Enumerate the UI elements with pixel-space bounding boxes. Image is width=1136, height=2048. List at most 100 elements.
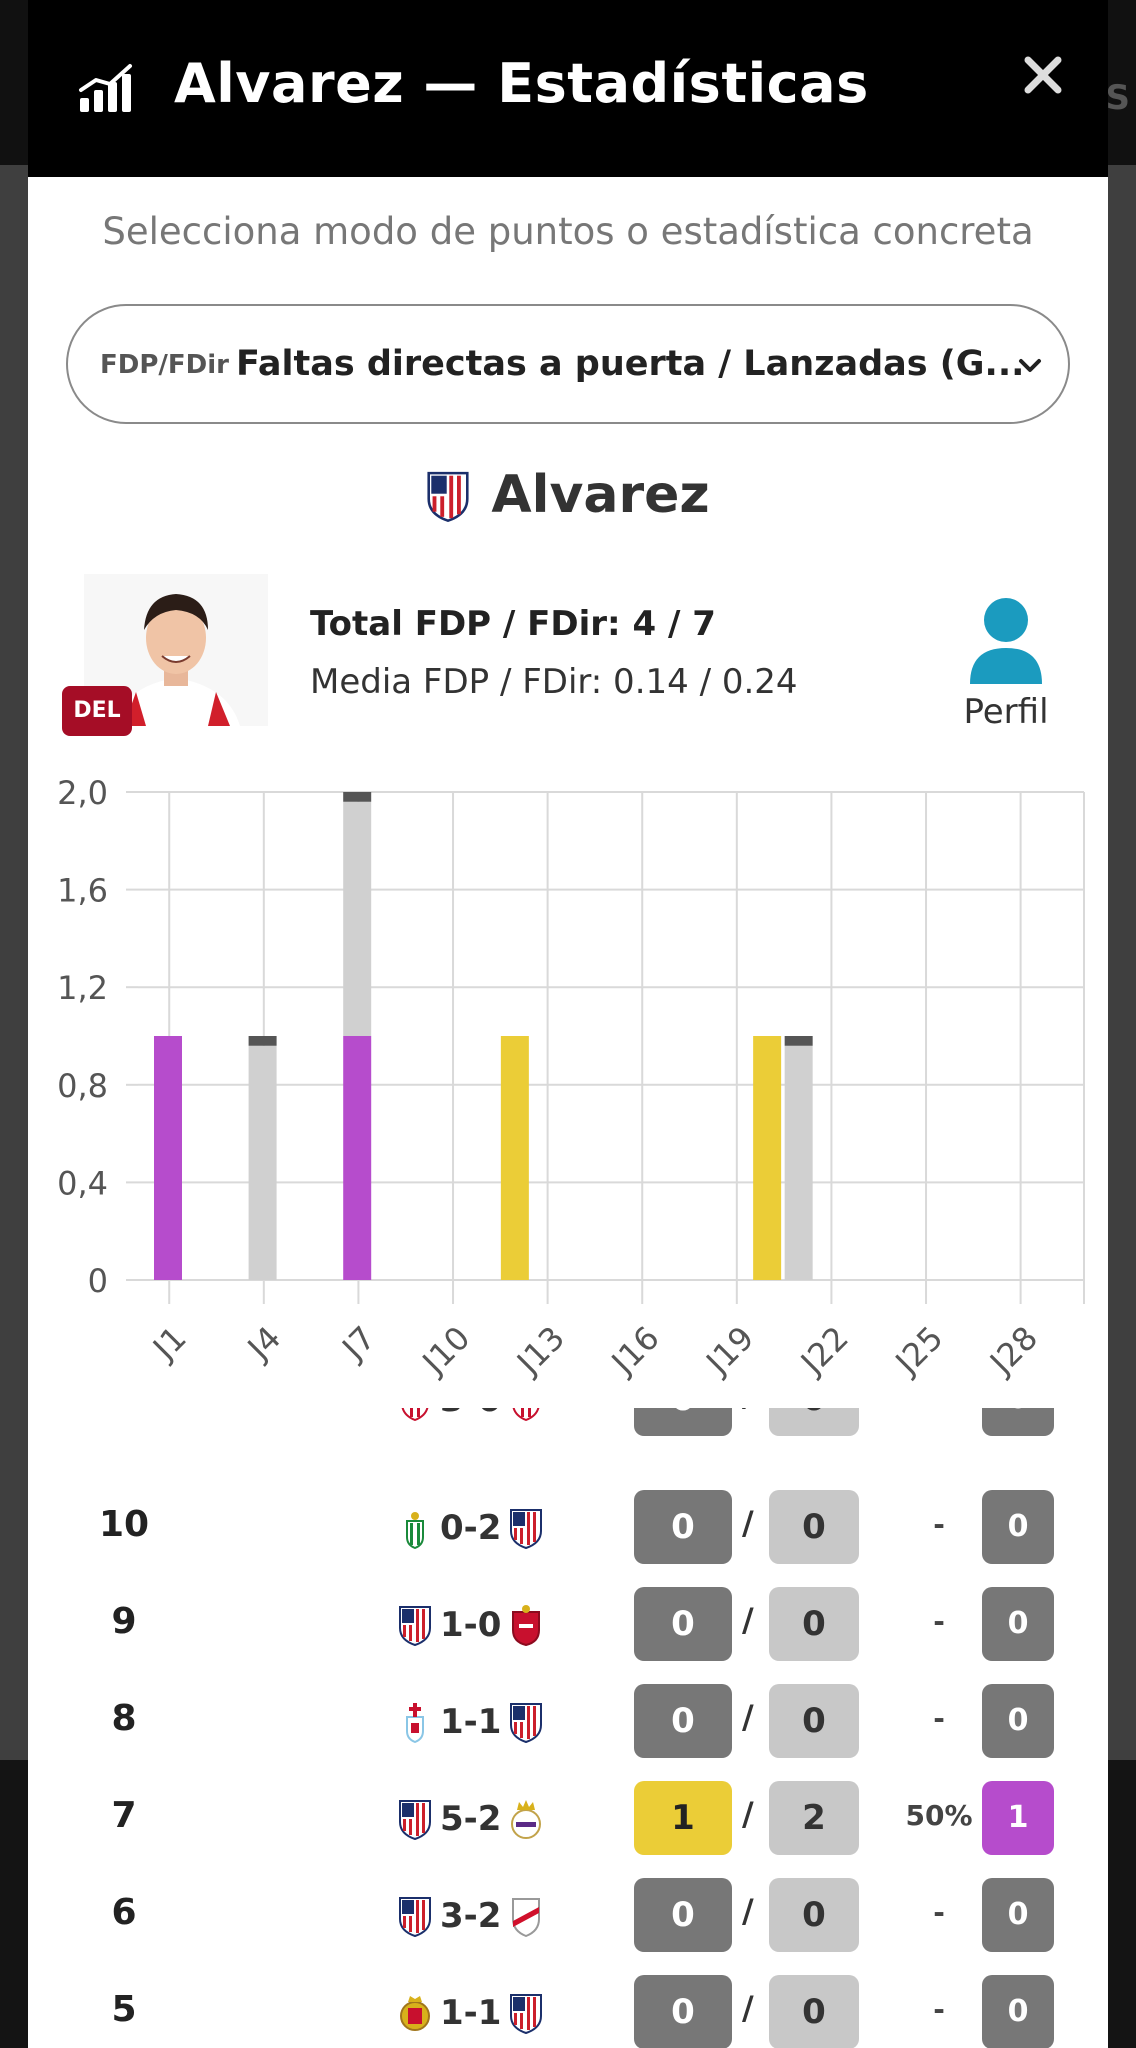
table-row[interactable]: 8 1-1 0 / 0 - 0 bbox=[28, 1674, 1108, 1770]
match-score: 1-1 bbox=[440, 1993, 502, 2033]
rojo-crest-icon bbox=[513, 1408, 540, 1421]
x-tick-label: J1 bbox=[144, 1319, 193, 1368]
y-tick-label: 1,2 bbox=[57, 969, 108, 1007]
match-result[interactable]: 1-0 bbox=[398, 1593, 543, 1657]
table-row[interactable]: 10 0-2 0 / 0 - 0 bbox=[28, 1480, 1108, 1576]
percentage: - bbox=[933, 1896, 945, 1929]
points-value: 0 bbox=[982, 1878, 1054, 1952]
match-score: 1-1 bbox=[440, 1702, 502, 1742]
rojo-crest-icon bbox=[401, 1408, 429, 1421]
points-value: 1 bbox=[982, 1781, 1054, 1855]
chart-bar-j4 bbox=[248, 1036, 277, 1046]
match-score: 5-2 bbox=[440, 1799, 502, 1839]
separator: / bbox=[742, 1989, 754, 2027]
match-result[interactable]: 5-2 bbox=[398, 1787, 543, 1851]
jornada-number: 5 bbox=[111, 1989, 137, 2030]
atleti-crest-icon bbox=[510, 1994, 543, 2034]
total-stat: Total FDP / FDir: 4 / 7 bbox=[310, 604, 716, 644]
fdp-value: 1 bbox=[634, 1781, 732, 1855]
fdir-value: 0 bbox=[769, 1587, 859, 1661]
fdir-value: 0 bbox=[769, 1975, 859, 2048]
atleti-crest-icon bbox=[510, 1703, 543, 1743]
player-heading: Alvarez bbox=[28, 465, 1108, 525]
table-row[interactable]: 5 1-1 0 / 0 - 0 bbox=[28, 1965, 1108, 2048]
madrid-crest-icon bbox=[511, 1800, 542, 1839]
percentage: - bbox=[933, 1702, 945, 1735]
x-tick-label: J10 bbox=[414, 1319, 478, 1383]
match-table: 1 1 3-0 0 / 0 - 0 10 0-2 0 / 0 - 0 9 bbox=[28, 1408, 1108, 2048]
jornada-number: 8 bbox=[111, 1698, 137, 1739]
separator: / bbox=[742, 1892, 754, 1930]
fdir-value: 0 bbox=[769, 1408, 859, 1436]
chart-bar-j7 bbox=[343, 1036, 372, 1280]
y-tick-label: 1,6 bbox=[57, 872, 108, 910]
mallorca-crest-icon bbox=[400, 1996, 430, 2031]
chart-bar-j12 bbox=[500, 1036, 529, 1280]
stats-chart: 2,0 1,6 1,2 0,8 0,4 0 J1 J4 J7 J10 J13 J16 J19 J22 J25… bbox=[57, 774, 1085, 1383]
x-tick-label: J28 bbox=[981, 1319, 1045, 1383]
fdir-value: 0 bbox=[769, 1684, 859, 1758]
percentage: - bbox=[933, 1605, 945, 1638]
points-value: 0 bbox=[982, 1975, 1054, 2048]
jornada-number: 7 bbox=[111, 1795, 137, 1836]
fdp-value: 0 bbox=[634, 1684, 732, 1758]
chart-bar-j4 bbox=[248, 1045, 277, 1280]
osasuna-crest-icon bbox=[512, 1605, 541, 1646]
fdp-value: 0 bbox=[634, 1975, 732, 2048]
chart-bar-j21 bbox=[784, 1036, 813, 1046]
x-tick-label: J13 bbox=[508, 1319, 572, 1383]
stat-mode-select[interactable]: FDP/FDir Faltas directas a puerta / Lanz… bbox=[66, 304, 1070, 424]
percentage: - bbox=[884, 1408, 994, 1413]
points-value: 0 bbox=[982, 1684, 1054, 1758]
atleti-crest-icon bbox=[510, 1509, 543, 1549]
chart-bar-j1 bbox=[154, 1036, 182, 1280]
jornada-number: 9 bbox=[111, 1601, 137, 1642]
fdir-value: 0 bbox=[769, 1878, 859, 1952]
table-row[interactable]: 6 3-2 0 / 0 - 0 bbox=[28, 1868, 1108, 1964]
x-tick-label: J19 bbox=[698, 1319, 762, 1383]
table-row[interactable]: 7 5-2 1 / 2 50% 1 bbox=[28, 1771, 1108, 1867]
match-result[interactable]: 1-1 bbox=[398, 1981, 543, 2045]
separator: / bbox=[742, 1504, 754, 1542]
table-row[interactable]: 9 1-0 0 / 0 - 0 bbox=[28, 1577, 1108, 1673]
player-name: Alvarez bbox=[491, 465, 710, 525]
match-score: 1-0 bbox=[440, 1605, 502, 1645]
position-badge: DEL bbox=[62, 686, 132, 736]
close-icon[interactable] bbox=[1018, 50, 1068, 100]
match-result[interactable]: 3-0 bbox=[398, 1408, 543, 1432]
match-result[interactable]: 3-2 bbox=[398, 1884, 543, 1948]
background-text: S bbox=[1105, 78, 1131, 118]
y-tick-label: 0,4 bbox=[57, 1164, 108, 1202]
match-score: 0-2 bbox=[440, 1508, 502, 1548]
stats-modal: Alvarez — Estadísticas Selecciona modo d… bbox=[28, 0, 1108, 2048]
points-value: 0 bbox=[982, 1587, 1054, 1661]
select-value: Faltas directas a puerta / Lanzadas (G..… bbox=[236, 344, 1025, 384]
y-tick-label: 2,0 bbox=[57, 774, 108, 812]
user-icon bbox=[970, 598, 1042, 684]
x-tick-label: J16 bbox=[603, 1319, 667, 1383]
match-score: 3-0 bbox=[440, 1408, 501, 1420]
atletico-crest-icon bbox=[427, 471, 469, 522]
fdp-value: 0 bbox=[634, 1408, 732, 1436]
player-photo bbox=[84, 574, 268, 726]
rayo-crest-icon bbox=[512, 1898, 541, 1937]
separator: / bbox=[742, 1698, 754, 1736]
fdp-value: 0 bbox=[634, 1878, 732, 1952]
separator: / bbox=[742, 1408, 754, 1414]
mode-instruction: Selecciona modo de puntos o estadística … bbox=[102, 210, 1034, 253]
percentage: - bbox=[933, 1993, 945, 2026]
match-result[interactable]: 0-2 bbox=[398, 1496, 543, 1560]
match-result[interactable]: 1-1 bbox=[398, 1690, 543, 1754]
jornada-number: 10 bbox=[98, 1504, 150, 1545]
table-row[interactable]: 11 3-0 0 / 0 - 0 bbox=[28, 1408, 1108, 1448]
profile-button[interactable]: Perfil bbox=[946, 596, 1066, 736]
percentage: 50% bbox=[905, 1799, 973, 1832]
atleti-crest-icon bbox=[399, 1606, 431, 1646]
x-tick-label: J4 bbox=[239, 1319, 288, 1368]
select-code: FDP/FDir bbox=[100, 350, 229, 380]
separator: / bbox=[742, 1795, 754, 1833]
separator: / bbox=[742, 1601, 754, 1639]
y-tick-label: 0 bbox=[88, 1262, 108, 1300]
fdp-value: 0 bbox=[634, 1587, 732, 1661]
x-tick-label: J7 bbox=[334, 1319, 383, 1368]
